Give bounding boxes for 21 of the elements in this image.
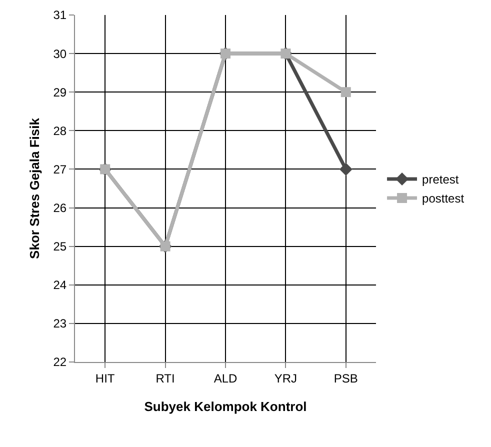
y-tick-label: 25: [53, 240, 67, 254]
y-axis-title: Skor Stres Gejala Fisik: [27, 117, 42, 259]
y-tick-label: 31: [53, 8, 67, 22]
x-axis-title: Subyek Kelompok Kontrol: [144, 399, 307, 414]
y-tick-label: 23: [53, 316, 67, 331]
point: [339, 162, 352, 176]
x-tick-label: ALD: [214, 371, 238, 386]
x-tick-label: PSB: [334, 371, 358, 386]
y-tick-label: 26: [53, 200, 67, 215]
x-tick-label: YRJ: [274, 371, 298, 386]
y-tick-label: 24: [53, 278, 67, 292]
legend-label: posttest: [422, 192, 465, 206]
y-tick-label: 22: [53, 355, 67, 370]
legend-label: pretest: [422, 172, 460, 187]
point: [340, 87, 351, 98]
x-tick-label: RTI: [156, 371, 175, 386]
y-tick-label: 29: [53, 85, 67, 100]
x-tick-label: HIT: [95, 371, 116, 386]
y-tick-label: 27: [53, 162, 67, 176]
y-tick-label: 30: [53, 46, 67, 61]
y-tick-label: 28: [53, 124, 67, 138]
